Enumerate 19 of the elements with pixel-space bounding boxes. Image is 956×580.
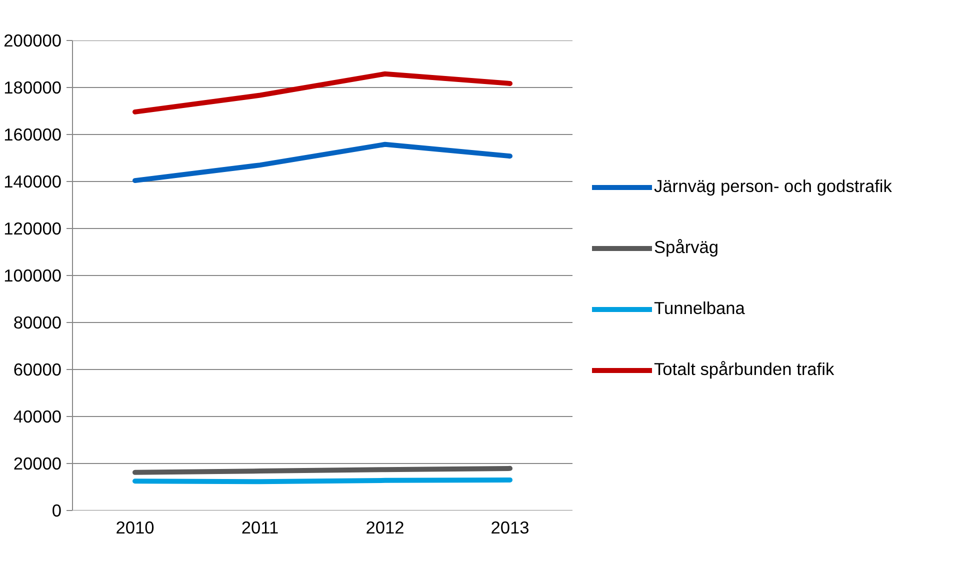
- y-tick-label: 200000: [4, 30, 62, 50]
- y-tick-label: 20000: [13, 454, 62, 474]
- x-tick-label: 2011: [241, 518, 279, 538]
- y-tick-label: 180000: [4, 78, 62, 98]
- y-tick-label: 100000: [4, 266, 62, 286]
- legend-label: Tunnelbana: [654, 298, 745, 319]
- legend-label: Spårväg: [654, 237, 719, 258]
- y-tick-label: 60000: [13, 360, 62, 380]
- legend-label: Järnväg person- och godstrafik: [654, 176, 892, 197]
- y-tick-label: 40000: [13, 406, 62, 426]
- y-tick-label: 140000: [4, 172, 62, 192]
- y-tick-label: 120000: [4, 218, 62, 238]
- y-tick-label: 80000: [13, 312, 62, 332]
- x-tick-label: 2012: [366, 518, 404, 538]
- y-tick-label: 160000: [4, 124, 62, 144]
- legend-label: Totalt spårbunden trafik: [654, 359, 834, 380]
- x-tick-label: 2013: [490, 518, 530, 538]
- x-tick-label: 2010: [116, 518, 154, 538]
- y-tick-label: 0: [52, 500, 62, 520]
